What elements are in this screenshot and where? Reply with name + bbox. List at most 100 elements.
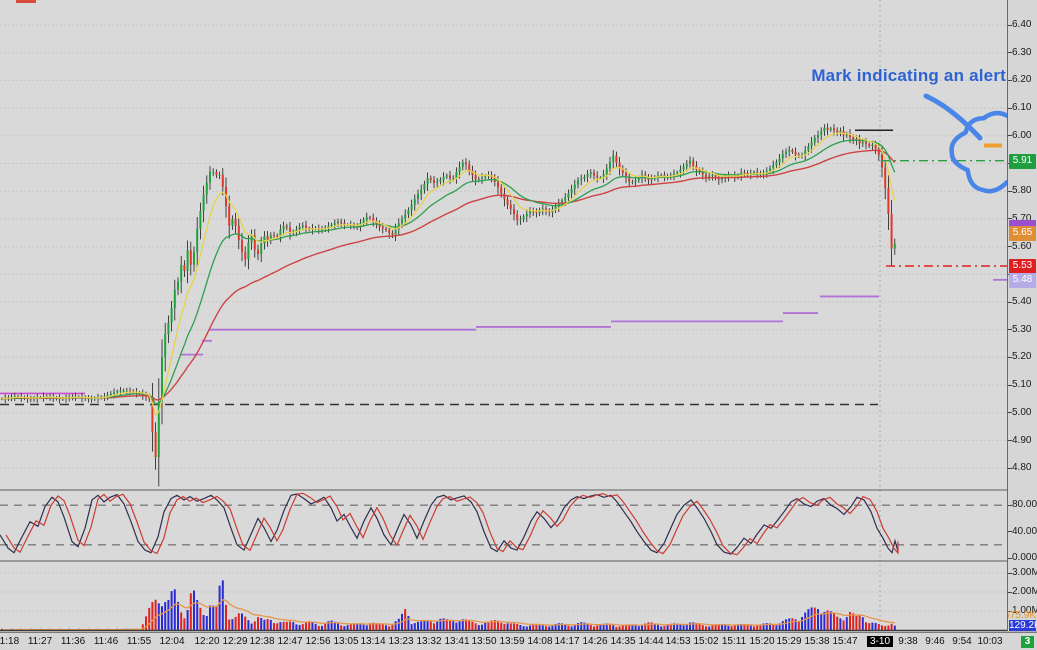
time-tick-label: 14:08	[527, 636, 553, 647]
price-tick-label: 5.20	[1012, 351, 1032, 363]
time-tick-label: 13:32	[416, 636, 442, 647]
time-tick-label: 14:44	[638, 636, 664, 647]
price-tick-dash	[1008, 412, 1012, 414]
time-axis[interactable]: 11:18 11:27 11:36 11:46 11:55 12:04 12:2012:29…	[0, 632, 1037, 650]
time-tick-label: 14:53	[665, 636, 691, 647]
time-tick-label: 10:03	[977, 636, 1003, 647]
time-tick-label: 15:02	[693, 636, 719, 647]
volume-tick-label: 2.00M	[1012, 586, 1037, 597]
time-tick-label: 15:29	[776, 636, 802, 647]
oscillator-tick-dash	[1008, 557, 1012, 559]
volume-ma-value: 675.9K	[1007, 610, 1036, 621]
price-tick-label: 6.50	[1012, 0, 1031, 2]
price-tick-label: 5.30	[1012, 323, 1032, 335]
price-tick-dash	[1008, 384, 1012, 386]
price-tick-dash	[1008, 190, 1012, 192]
time-tick-label: 12:38	[249, 636, 275, 647]
time-tick-label: 14:17	[554, 636, 580, 647]
volume-tick-label: 1.00M	[1012, 605, 1037, 616]
price-tick-label: 5.40	[1012, 296, 1032, 307]
time-tick-label: 14:26	[582, 636, 608, 647]
volume-tick-label: 3.00M	[1012, 567, 1037, 578]
time-tick-label: 12:04	[159, 636, 185, 647]
notification-count-badge[interactable]: 3	[1021, 636, 1034, 648]
time-tick-label: 15:20	[749, 636, 775, 647]
time-tick-label: 12:29	[222, 636, 248, 647]
time-tick-label: 9:46	[925, 636, 945, 647]
orange-alert-label: 5.65	[1009, 225, 1036, 241]
price-tick-label: 6.00	[1012, 129, 1032, 141]
price-tick-label: 5.60	[1012, 240, 1032, 252]
alert-annotation-text: Mark indicating an alert	[811, 66, 1006, 85]
candlesticks	[1, 123, 896, 487]
price-axis[interactable]: 6.506.406.306.206.106.005.905.805.705.60…	[1007, 0, 1037, 631]
panel-separators	[0, 489, 1037, 632]
time-tick-label: 13:05	[333, 636, 359, 647]
price-tick-dash	[1008, 246, 1012, 248]
time-tick-label: 13:23	[388, 636, 414, 647]
price-tick-label: 4.80	[1012, 462, 1032, 474]
price-tick-label: 6.10	[1012, 102, 1032, 114]
time-tick-label: 14:35	[610, 636, 636, 647]
time-tick-label: 12:47	[277, 636, 303, 647]
overlay-lines	[855, 129, 1008, 267]
price-tick-label: 6.40	[1012, 19, 1032, 30]
price-tick-dash	[1008, 107, 1012, 109]
gridlines	[0, 0, 1008, 630]
price-tick-dash	[1008, 467, 1012, 469]
price-tick-dash	[1008, 218, 1012, 220]
time-tick-label: 11:55	[126, 636, 152, 647]
price-tick-label: 6.30	[1012, 46, 1032, 58]
price-tick-dash	[1008, 329, 1012, 331]
volume-bars	[1, 580, 896, 631]
oscillator-tick-label: 0.000	[1012, 552, 1037, 563]
time-tick-label: 11:27	[27, 636, 53, 647]
time-tick-label: 13:59	[499, 636, 525, 647]
time-tick-label: 13:41	[444, 636, 470, 647]
price-tick-dash	[1008, 440, 1012, 441]
volume-tick-dash	[1008, 572, 1012, 574]
price-tick-dash	[1008, 356, 1012, 358]
stochastic-oscillator	[0, 492, 1008, 556]
price-tick-dash	[1008, 79, 1012, 81]
time-tick-label: 11:18	[0, 636, 20, 647]
time-tick-label: 13:14	[360, 636, 386, 647]
price-tick-dash	[1008, 24, 1012, 26]
price-tick-label: 5.00	[1012, 406, 1032, 418]
time-tick-label: 15:47	[832, 636, 858, 647]
price-tick-label: 5.80	[1012, 185, 1032, 197]
price-tick-label: 5.10	[1012, 379, 1032, 391]
current-volume-value: 129.2K	[1009, 620, 1037, 631]
lavender-indicator-label: 5.48	[1009, 272, 1036, 288]
time-tick-label: 11:46	[93, 636, 119, 647]
time-tick-label: 15:11	[721, 636, 747, 647]
price-tick-label: 4.90	[1012, 434, 1032, 446]
time-tick-label: 9:38	[898, 636, 918, 647]
oscillator-tick-label: 40.000	[1012, 525, 1037, 537]
price-tick-dash	[1008, 301, 1012, 303]
time-tick-label: 9:54	[952, 636, 972, 647]
time-tick-label: 11:36	[60, 636, 86, 647]
time-tick-label: 15:38	[804, 636, 830, 647]
price-tick-dash	[1008, 52, 1012, 54]
prev-close-label: 5.91	[1009, 153, 1036, 169]
date-label: 3-10	[866, 636, 894, 647]
price-tick-dash	[1008, 135, 1012, 137]
oscillator-tick-dash	[1008, 531, 1012, 533]
price-tick-label: 6.20	[1012, 74, 1032, 86]
volume-tick-dash	[1008, 591, 1012, 593]
last-price-label: 5.53	[1009, 258, 1036, 274]
moving-averages	[1, 132, 896, 417]
annotation-arrow	[923, 93, 983, 141]
level-lines	[0, 278, 1008, 406]
time-tick-label: 12:20	[194, 636, 220, 647]
time-tick-label: 12:56	[305, 636, 331, 647]
volume-tick-dash	[1008, 610, 1012, 612]
oscillator-tick-dash	[1008, 504, 1012, 506]
clipped-label-mark	[16, 0, 36, 3]
oscillator-tick-label: 80.000	[1012, 499, 1037, 511]
time-tick-label: 13:50	[471, 636, 497, 647]
price-tick-label: 5.70	[1012, 212, 1032, 224]
